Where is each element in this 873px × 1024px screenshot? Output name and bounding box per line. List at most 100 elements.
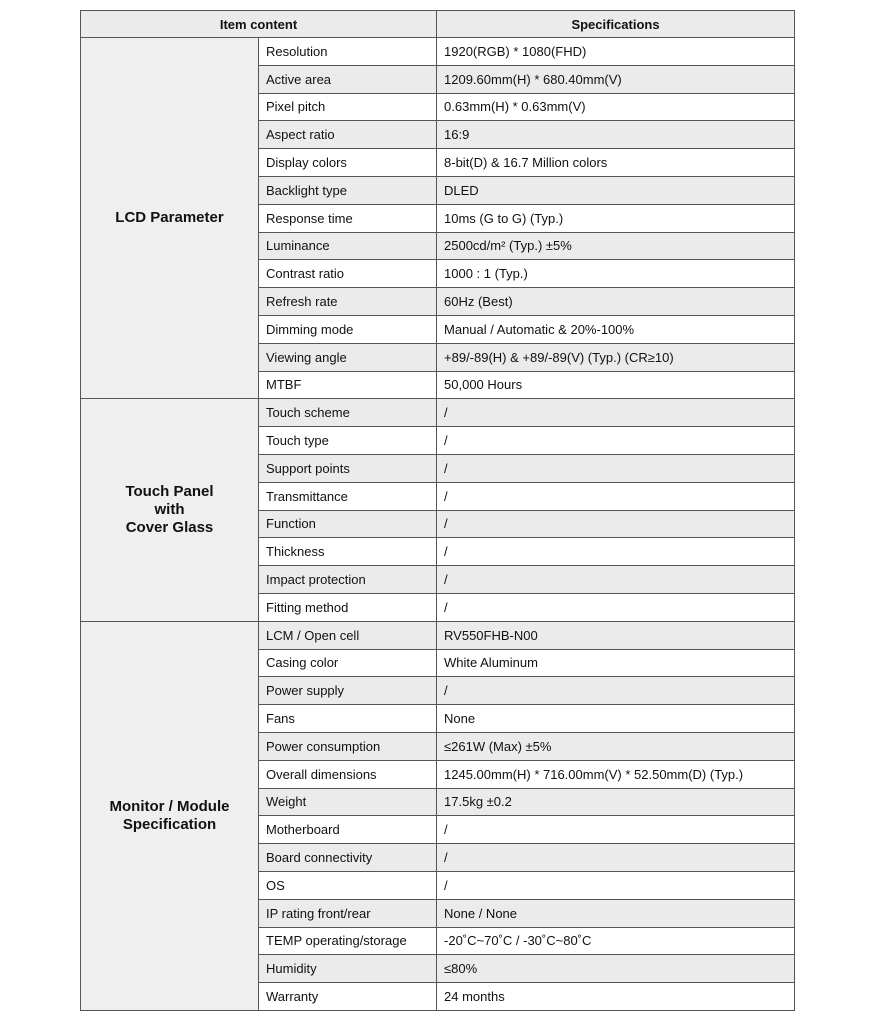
item-value: / <box>436 509 796 539</box>
category-cell: Touch Panel with Cover Glass <box>80 398 259 622</box>
item-name: Touch scheme <box>257 398 438 428</box>
table-row: Thickness / <box>81 537 796 567</box>
item-value: / <box>436 537 796 567</box>
table-row: Display colors 8-bit(D) & 16.7 Million co… <box>81 148 796 177</box>
item-value: DLED <box>436 175 796 205</box>
item-value: 1245.00mm(H) * 716.00mm(V) * 52.50mm(D) … <box>436 759 796 789</box>
item-name: Humidity <box>257 954 438 984</box>
item-value: / <box>436 426 796 455</box>
item-name: Impact protection <box>257 565 438 594</box>
item-name: Fitting method <box>257 592 438 622</box>
item-value: 50,000 Hours <box>436 370 796 400</box>
item-name: Overall dimensions <box>257 759 438 789</box>
table-row: Motherboard / <box>81 815 796 845</box>
item-name: Casing color <box>257 648 438 678</box>
table-row: Backlight type DLED <box>81 175 796 205</box>
item-value: 0.63mm(H) * 0.63mm(V) <box>436 92 796 122</box>
item-name: OS <box>257 870 438 900</box>
item-name: Dimming mode <box>257 314 438 344</box>
item-value: +89/-89(H) & +89/-89(V) (Typ.) (CR≥10) <box>436 342 796 372</box>
table-row: Luminance 2500cd/m² (Typ.) ±5% <box>81 231 796 261</box>
item-name: Fans <box>257 704 438 733</box>
header-row: Item content Specifications <box>79 10 796 38</box>
item-name: Power supply <box>257 676 438 706</box>
item-name: Display colors <box>257 148 438 177</box>
item-name: Viewing angle <box>257 342 438 372</box>
item-name: Backlight type <box>257 175 438 205</box>
table-row: Weight 17.5kg ±0.2 <box>81 787 796 817</box>
item-name: Transmittance <box>257 481 438 511</box>
item-value: / <box>436 815 796 845</box>
header-item-content: Item content <box>79 10 438 38</box>
item-name: Touch type <box>257 426 438 455</box>
item-name: Contrast ratio <box>257 259 438 289</box>
table-row: Function / <box>81 509 796 539</box>
item-value: 10ms (G to G) (Typ.) <box>436 203 796 233</box>
table-row: Overall dimensions 1245.00mm(H) * 716.00m… <box>81 759 796 789</box>
table-row: Power supply / <box>81 676 796 706</box>
item-name: Aspect ratio <box>257 120 438 150</box>
table-row: Monitor / Module Specification LCM / Open … <box>80 620 796 1011</box>
category-cell: LCD Parameter <box>80 36 259 400</box>
table-row: TEMP operating/storage -20˚C~70˚C / -30˚C… <box>81 926 796 956</box>
item-value: 16:9 <box>436 120 796 150</box>
item-value: 24 months <box>436 982 796 1011</box>
item-name: Thickness <box>257 537 438 567</box>
item-value: / <box>436 870 796 900</box>
table-row: Refresh rate 60Hz (Best) <box>81 287 796 316</box>
item-value: 60Hz (Best) <box>436 287 796 316</box>
table-row: Fans None <box>81 704 796 733</box>
table-row: Humidity ≤80% <box>81 954 796 984</box>
item-value: ≤261W (Max) ±5% <box>436 731 796 761</box>
item-name: TEMP operating/storage <box>257 926 438 956</box>
item-value: None <box>436 704 796 733</box>
table-row: Board connectivity / <box>81 843 796 872</box>
header-specifications: Specifications <box>436 10 796 38</box>
item-value: 8-bit(D) & 16.7 Million colors <box>436 148 796 177</box>
item-value: / <box>436 398 796 428</box>
item-value: 1209.60mm(H) * 680.40mm(V) <box>436 64 796 94</box>
table-row: Pixel pitch 0.63mm(H) * 0.63mm(V) <box>81 92 796 122</box>
table-row: Impact protection / <box>81 565 796 594</box>
item-value: Manual / Automatic & 20%-100% <box>436 314 796 344</box>
category-cell: Monitor / Module Specification <box>80 620 259 1011</box>
table-row: Power consumption ≤261W (Max) ±5% <box>81 731 796 761</box>
table-row: MTBF 50,000 Hours <box>81 370 796 400</box>
item-name: Warranty <box>257 982 438 1011</box>
item-name: Resolution <box>257 37 438 66</box>
item-name: MTBF <box>257 370 438 400</box>
item-value: RV550FHB-N00 <box>436 620 796 650</box>
table-row: Active area 1209.60mm(H) * 680.40mm(V) <box>81 64 796 94</box>
table-row: LCD Parameter Resolution 1920(RGB) * 1080(… <box>80 36 796 400</box>
item-value: 1920(RGB) * 1080(FHD) <box>436 37 796 66</box>
table-row: Viewing angle +89/-89(H) & +89/-89(V) (Ty… <box>81 342 796 372</box>
item-value: / <box>436 592 796 622</box>
item-value: White Aluminum <box>436 648 796 678</box>
table-row: Support points / <box>81 453 796 483</box>
item-value: / <box>436 676 796 706</box>
table-row: Response time 10ms (G to G) (Typ.) <box>81 203 796 233</box>
item-name: LCM / Open cell <box>257 620 438 650</box>
table-row: Touch type / <box>81 426 796 455</box>
item-value: / <box>436 843 796 872</box>
table-row: Aspect ratio 16:9 <box>81 120 796 150</box>
item-value: / <box>436 481 796 511</box>
item-value: ≤80% <box>436 954 796 984</box>
item-value: None / None <box>436 898 796 928</box>
item-name: Support points <box>257 453 438 483</box>
table-row: Contrast ratio 1000 : 1 (Typ.) <box>81 259 796 289</box>
item-value: / <box>436 453 796 483</box>
table-row: OS / <box>81 870 796 900</box>
item-name: Function <box>257 509 438 539</box>
item-name: Weight <box>257 787 438 817</box>
item-name: Luminance <box>257 231 438 261</box>
item-name: Active area <box>257 64 438 94</box>
table-row: Touch Panel with Cover Glass Touch scheme / <box>80 398 796 622</box>
table-row: Warranty 24 months <box>81 982 796 1011</box>
item-name: Refresh rate <box>257 287 438 316</box>
item-value: / <box>436 565 796 594</box>
item-name: Board connectivity <box>257 843 438 872</box>
item-name: Motherboard <box>257 815 438 845</box>
item-name: IP rating front/rear <box>257 898 438 928</box>
item-value: 2500cd/m² (Typ.) ±5% <box>436 231 796 261</box>
